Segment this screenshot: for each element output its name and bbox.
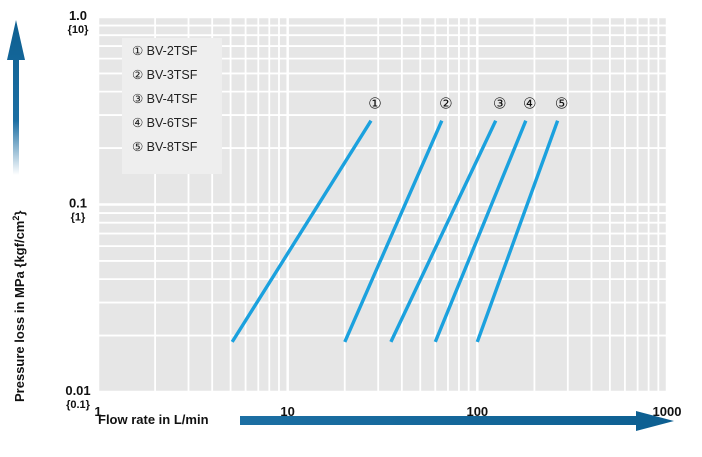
- series-lines: [230, 119, 560, 343]
- series-line: [230, 119, 373, 343]
- legend-entry: ③ BV-4TSF: [132, 92, 198, 106]
- series-line: [475, 120, 560, 343]
- y-tick-label: 0.01: [65, 383, 90, 398]
- x-tick-label: 1000: [653, 404, 682, 419]
- y-tick-label: 0.1: [69, 196, 87, 211]
- legend-entry: ① BV-2TSF: [132, 44, 198, 58]
- x-tick-labels: 1 10 100 1000: [94, 404, 681, 419]
- series-line: [433, 120, 528, 343]
- y-axis-arrow-icon: [7, 20, 25, 175]
- x-tick-label: 100: [466, 404, 488, 419]
- y-axis-title-group: Pressure loss in MPa {kgf/cm2}: [7, 20, 27, 402]
- legend-entry: ④ BV-6TSF: [132, 116, 198, 130]
- y-tick-label: 1.0: [69, 8, 87, 23]
- x-axis-title-group: Flow rate in L/min: [98, 411, 674, 431]
- series-label: ⑤: [555, 95, 568, 113]
- y-axis-title: Pressure loss in MPa {kgf/cm2}: [11, 211, 27, 402]
- x-tick-label: 1: [94, 404, 101, 419]
- legend: ① BV-2TSF ② BV-3TSF ③ BV-4TSF ④ BV-6TSF ⑤ BV…: [132, 44, 198, 154]
- y-tick-sublabel: {10}: [68, 24, 90, 36]
- x-axis-title: Flow rate in L/min: [98, 412, 209, 427]
- y-tick-labels: 1.0{10} 0.1{1} 0.01{0.1}: [65, 8, 90, 411]
- series-label: ④: [523, 95, 536, 113]
- series-label: ①: [368, 95, 381, 113]
- x-tick-label: 10: [280, 404, 294, 419]
- legend-box: [122, 38, 222, 174]
- series-line: [343, 120, 444, 343]
- series-line: [389, 119, 498, 343]
- x-axis-arrow-icon: [240, 411, 674, 431]
- legend-entry: ⑤ BV-8TSF: [132, 140, 198, 154]
- series-label: ②: [439, 95, 452, 113]
- y-tick-sublabel: {0.1}: [66, 399, 91, 411]
- legend-entry: ② BV-3TSF: [132, 68, 198, 82]
- y-tick-sublabel: {1}: [71, 212, 86, 224]
- series-label: ③: [493, 95, 506, 113]
